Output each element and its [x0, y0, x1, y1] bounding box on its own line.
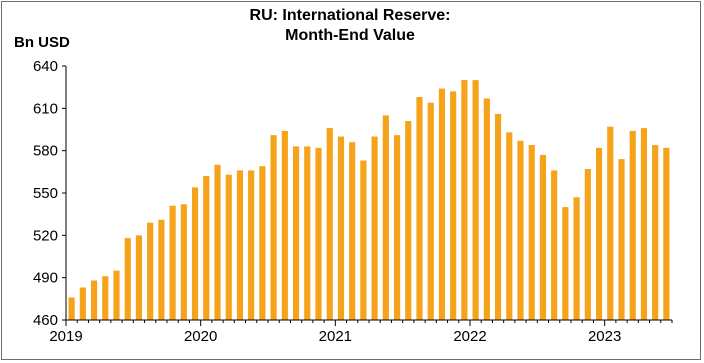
bar: [652, 145, 659, 320]
bar: [450, 91, 457, 321]
bar: [618, 159, 625, 320]
bar: [629, 130, 636, 320]
y-tick-label: 580: [33, 143, 58, 160]
x-tick-label: 2019: [49, 328, 82, 345]
bar: [124, 238, 131, 320]
x-tick-label: 2020: [184, 328, 217, 345]
y-tick-label: 490: [33, 270, 58, 287]
bar: [607, 126, 614, 321]
bar: [214, 164, 221, 320]
bar: [393, 135, 401, 320]
bar: [169, 205, 176, 320]
bar: [506, 132, 513, 320]
bar: [349, 142, 356, 320]
bar: [68, 297, 75, 320]
bar: [405, 121, 412, 320]
y-tick-label: 640: [33, 58, 58, 75]
bar: [158, 219, 165, 320]
bar: [562, 207, 569, 320]
bar: [135, 235, 143, 320]
bar: [203, 176, 210, 320]
y-axis-label: Bn USD: [14, 34, 70, 51]
x-tick-label: 2021: [319, 328, 352, 345]
x-tick-label: 2023: [588, 328, 621, 345]
bar: [528, 145, 535, 320]
bar: [584, 169, 591, 320]
bar: [79, 287, 86, 320]
bar: [147, 222, 154, 320]
bar: [472, 80, 479, 320]
bar: [259, 166, 266, 320]
bar: [270, 135, 277, 320]
bar: [517, 140, 524, 320]
bar: [292, 146, 300, 320]
bar: [663, 147, 670, 320]
chart-title: RU: International Reserve: Month-End Val…: [150, 6, 550, 46]
bar: [102, 276, 109, 320]
bar: [248, 170, 255, 320]
bar: [382, 115, 389, 320]
bar: [371, 136, 378, 320]
bar: [180, 204, 187, 320]
bar: [236, 170, 244, 320]
y-axis: 460 490 520 550 580 610 640: [33, 58, 67, 329]
bar: [360, 160, 367, 320]
chart-title-line2: Month-End Value: [285, 27, 415, 44]
bar: [438, 88, 446, 320]
bar: [191, 187, 199, 320]
y-tick-label: 550: [33, 185, 58, 202]
bars: [68, 80, 670, 321]
y-tick-label: 610: [33, 100, 58, 117]
bar: [494, 113, 502, 320]
bar: [225, 174, 232, 320]
x-tick-label: 2022: [453, 328, 486, 345]
bar: [315, 147, 322, 320]
bar: [326, 128, 333, 320]
bar: [551, 170, 558, 320]
bar: [113, 270, 120, 320]
chart-title-line1: RU: International Reserve:: [249, 7, 451, 24]
bar: [483, 98, 490, 321]
bar: [573, 197, 580, 320]
bar: [337, 136, 345, 320]
bar: [640, 128, 648, 320]
bar: [416, 97, 423, 320]
y-tick-label: 460: [33, 312, 58, 329]
bar: [281, 130, 288, 320]
bar: [461, 80, 468, 320]
bar: [539, 154, 547, 320]
y-tick-label: 520: [33, 227, 58, 244]
bar: [90, 280, 98, 320]
bar: [595, 147, 603, 320]
bar: [427, 102, 434, 320]
bar: [304, 146, 311, 320]
x-axis: 2019 2020 2021 2022 2023: [49, 319, 673, 345]
